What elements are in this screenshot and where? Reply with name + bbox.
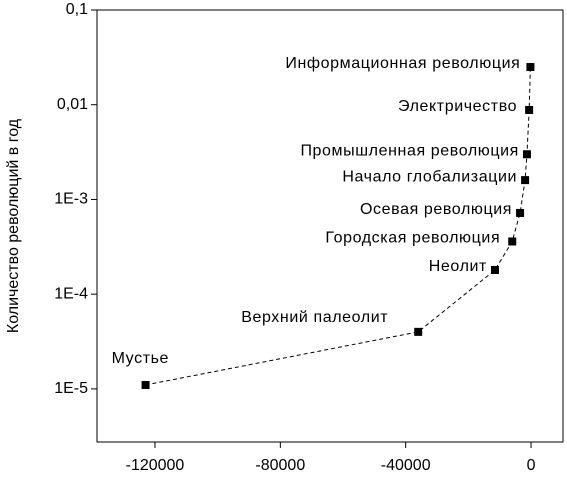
point-label: Электричество <box>398 98 517 115</box>
plot-frame <box>96 9 564 443</box>
x-tick-label: -120000 <box>126 457 185 474</box>
x-tick-label: -40000 <box>381 457 431 474</box>
point-label: Верхний палеолит <box>241 309 388 326</box>
data-point <box>141 380 150 389</box>
y-tick-label: 0,01 <box>57 96 88 113</box>
data-point <box>525 105 534 114</box>
point-label: Городская революция <box>325 230 500 247</box>
data-point <box>522 150 531 159</box>
data-point <box>490 265 499 274</box>
trend-line <box>145 67 531 386</box>
y-axis-label: Количество революций в год <box>5 118 22 333</box>
x-tick-label: -80000 <box>255 457 305 474</box>
point-label: Информационная революция <box>285 55 520 72</box>
data-point <box>516 208 525 217</box>
point-label: Осевая революция <box>360 201 512 218</box>
point-label: Мустье <box>112 350 170 367</box>
y-tick-label: 1E-5 <box>54 380 88 397</box>
point-label: Промышленная революция <box>300 142 519 159</box>
x-tick-label: 0 <box>527 457 536 474</box>
data-point <box>526 63 535 72</box>
point-label: Начало глобализации <box>342 168 517 185</box>
y-tick-label: 1E-3 <box>54 191 88 208</box>
y-tick-label: 0,1 <box>66 1 88 18</box>
data-point <box>414 327 423 336</box>
y-tick-label: 1E-4 <box>54 285 88 302</box>
point-label: Неолит <box>429 258 487 275</box>
data-point <box>521 176 530 185</box>
data-point <box>508 237 517 246</box>
